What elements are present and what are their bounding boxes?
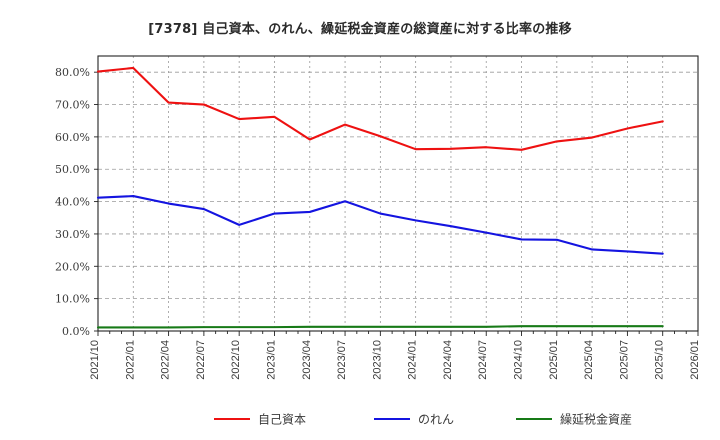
y-axis-tick-label: 80.0% (55, 66, 90, 79)
legend-label-繰延税金資産: 繰延税金資産 (560, 412, 632, 427)
series-line-のれん (96, 195, 664, 255)
y-axis-tick-label: 50.0% (55, 163, 90, 176)
chart-title: [7378] 自己資本、のれん、繰延税金資産の総資産に対する比率の推移 (148, 22, 572, 37)
x-axis-tick-label: 2022/04 (160, 340, 172, 380)
x-axis-minor-ticks (97, 331, 699, 336)
x-axis-tick-label: 2023/01 (265, 340, 277, 380)
x-axis-labels: 2021/10 2022/01 2022/04 2022/07 2022/10 2023/… (89, 340, 701, 380)
y-axis-tick-label: 70.0% (55, 99, 90, 112)
legend-label-のれん: のれん (418, 413, 454, 427)
y-axis-tick-label: 60.0% (55, 131, 90, 144)
x-axis-tick-label: 2024/10 (513, 340, 525, 380)
vertical-gridlines (132, 56, 699, 331)
y-axis-tick-label: 0.0% (62, 325, 90, 338)
x-axis-tick-label: 2025/04 (583, 340, 595, 380)
legend-label-自己資本: 自己資本 (258, 413, 306, 427)
x-axis-tick-label: 2024/04 (442, 340, 454, 380)
y-axis-labels: 0.0% 10.0% 20.0% 30.0% 40.0% 50.0% 60.0% 70.0% 8… (55, 66, 90, 338)
horizontal-gridlines (98, 71, 698, 300)
chart-legend: 自己資本 のれん 繰延税金資産 (214, 412, 632, 427)
series-line-自己資本 (96, 66, 664, 151)
x-axis-tick-label: 2023/07 (336, 340, 348, 380)
x-axis-tick-label: 2025/10 (654, 340, 666, 380)
x-axis-tick-label: 2023/10 (371, 340, 383, 380)
y-axis-tick-label: 20.0% (55, 260, 90, 273)
plot-frame (97, 55, 699, 332)
series-line-繰延税金資産 (96, 325, 664, 329)
x-axis-tick-label: 2022/10 (230, 340, 242, 380)
x-axis-tick-label: 2023/04 (301, 340, 313, 380)
x-axis-tick-label: 2022/07 (195, 340, 207, 380)
x-axis-tick-label: 2025/01 (548, 340, 560, 380)
y-axis-tick-label: 10.0% (55, 293, 90, 306)
x-axis-tick-label: 2021/10 (89, 340, 101, 380)
x-axis-tick-label: 2026/01 (689, 340, 701, 380)
x-axis-tick-label: 2024/07 (477, 340, 489, 380)
x-axis-tick-label: 2025/07 (618, 340, 630, 380)
x-axis-tick-label: 2022/01 (124, 340, 136, 380)
y-axis-tick-marks (94, 71, 98, 332)
data-series-group (96, 66, 664, 329)
x-axis-tick-label: 2024/01 (407, 340, 419, 380)
y-axis-tick-label: 40.0% (55, 196, 90, 209)
y-axis-tick-label: 30.0% (55, 228, 90, 241)
